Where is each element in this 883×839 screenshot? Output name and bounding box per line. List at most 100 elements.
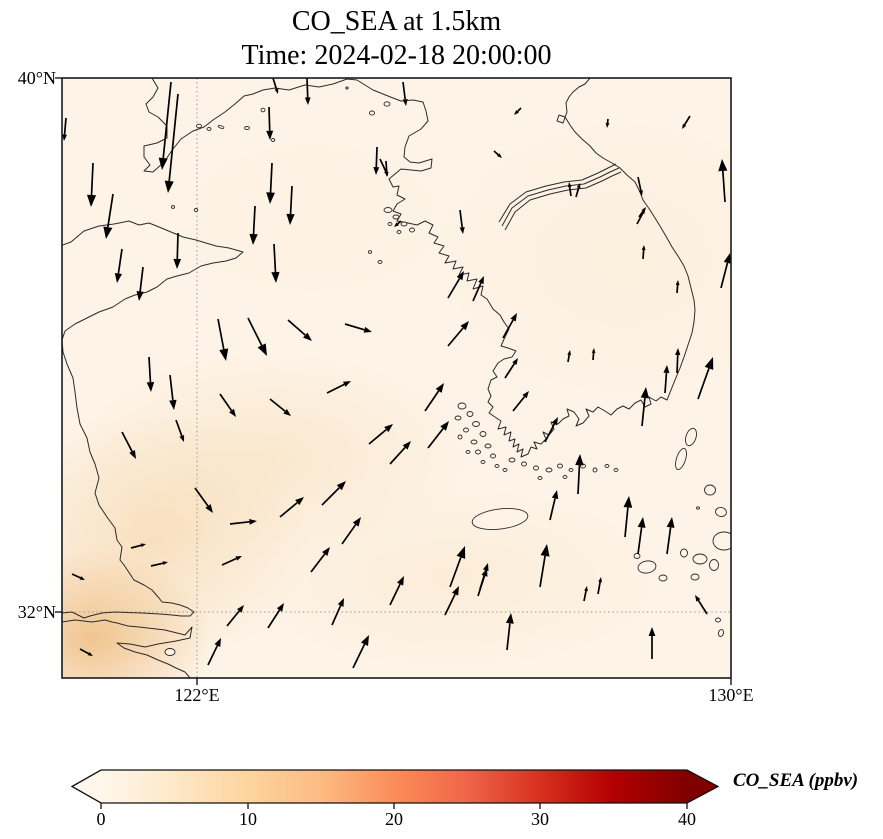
- island: [260, 107, 266, 113]
- wind-arrow: [447, 271, 464, 299]
- wind-arrow: [79, 648, 93, 656]
- island: [490, 453, 496, 459]
- wind-arrow: [444, 586, 459, 616]
- wind-arrow: [175, 419, 185, 442]
- plot-title: CO_SEA at 1.5km: [291, 6, 502, 37]
- island: [709, 559, 719, 571]
- island: [568, 468, 574, 472]
- wind-arrow: [402, 81, 408, 106]
- wind-arrow: [164, 93, 179, 193]
- wind-arrow: [217, 318, 229, 361]
- wind-arrow: [682, 115, 691, 129]
- wind-arrow: [449, 546, 466, 588]
- colorbar-tick-label-0: 0: [96, 809, 106, 829]
- wind-arrow: [666, 517, 675, 555]
- island: [692, 553, 708, 565]
- wind-arrow: [247, 317, 267, 356]
- wind-arrow: [229, 518, 257, 525]
- wind-arrow: [493, 150, 502, 158]
- wind-arrow: [310, 547, 330, 573]
- wind-arrow: [718, 159, 728, 203]
- wind-arrow: [459, 209, 465, 234]
- plot-subtitle-time: Time: 2024-02-18 20:00:00: [241, 40, 552, 71]
- coastline-path-4: [62, 220, 244, 619]
- island: [383, 207, 393, 213]
- island: [270, 138, 276, 142]
- wind-arrow: [720, 253, 731, 289]
- wind-arrow: [427, 421, 449, 449]
- island: [557, 463, 563, 469]
- wind-arrow: [623, 496, 633, 538]
- island: [164, 648, 176, 656]
- map-concentration-field: [62, 78, 731, 678]
- xtick-label-1: 130°E: [708, 685, 754, 705]
- wind-arrow: [169, 374, 177, 410]
- island: [369, 110, 375, 116]
- colorbar-tick-label-4: 40: [678, 809, 696, 829]
- ytick-label-1: 32°N: [17, 602, 56, 622]
- wind-arrow: [695, 595, 708, 615]
- wind-arrow: [341, 517, 361, 545]
- island: [675, 447, 687, 471]
- wind-arrow: [502, 313, 517, 339]
- wind-arrow: [641, 245, 646, 260]
- wind-arrow: [640, 387, 650, 427]
- wind-arrow: [389, 441, 411, 465]
- wind-arrow: [675, 280, 680, 294]
- colorbar-tick-marks: [100, 803, 688, 809]
- wind-arrow: [266, 106, 274, 140]
- island: [470, 439, 478, 445]
- island: [472, 421, 480, 427]
- wind-arrow: [697, 357, 714, 400]
- island: [170, 205, 176, 209]
- colorbar-tick-label-2: 20: [385, 809, 403, 829]
- wind-arrow: [352, 635, 369, 669]
- island: [466, 411, 474, 417]
- island: [562, 475, 568, 479]
- island: [680, 548, 688, 558]
- island: [633, 553, 641, 559]
- wind-arrow: [505, 613, 514, 651]
- wind-arrow: [605, 118, 610, 128]
- island: [471, 508, 529, 530]
- wind-arrow: [103, 193, 114, 239]
- island: [206, 127, 212, 131]
- wind-arrow: [379, 158, 388, 176]
- island: [345, 86, 349, 90]
- island: [392, 214, 400, 220]
- island: [502, 468, 508, 472]
- coastlines-layer: [62, 78, 696, 678]
- map-content-layer: [62, 78, 731, 678]
- wind-arrow: [158, 81, 172, 170]
- wind-arrow: [287, 319, 312, 341]
- island: [217, 125, 225, 129]
- wind-arrow: [272, 78, 279, 94]
- wind-arrow: [326, 381, 351, 394]
- wind-arrow: [591, 348, 596, 361]
- wind-arrow: [567, 182, 572, 197]
- wind-arrow: [575, 183, 581, 198]
- island: [715, 617, 721, 623]
- wind-arrow: [567, 350, 572, 363]
- island: [400, 221, 408, 227]
- island: [704, 484, 716, 496]
- wind-arrow: [675, 348, 681, 374]
- wind-arrow: [373, 146, 380, 175]
- map-frame: [61, 77, 732, 679]
- island: [537, 476, 543, 480]
- wind-arrow: [226, 605, 244, 627]
- wind-arrow: [472, 276, 484, 302]
- wind-arrow: [121, 431, 136, 459]
- quiver-arrows-layer: [62, 78, 731, 669]
- wind-arrow: [368, 424, 393, 445]
- wind-arrow: [597, 577, 603, 595]
- wind-arrow: [207, 638, 221, 666]
- island: [604, 464, 610, 468]
- island: [196, 123, 202, 129]
- wind-arrow: [512, 391, 529, 412]
- island: [533, 465, 539, 471]
- wind-arrow: [549, 490, 559, 521]
- ytick-label-0: 40°N: [17, 68, 56, 88]
- coastline-path-1: [501, 167, 620, 227]
